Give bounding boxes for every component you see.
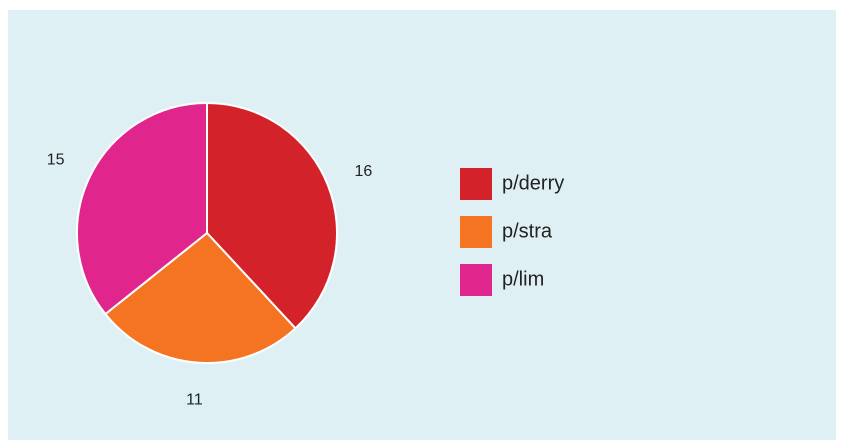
legend-label: p/derry [502,172,564,194]
legend-swatch [460,264,492,296]
legend-label: p/stra [502,220,553,242]
legend-swatch [460,168,492,200]
pie-slice [206,101,338,330]
legend-label: p/lim [502,268,544,290]
legend-swatch [460,216,492,248]
pie-slice [76,101,208,316]
data-label: 15 [47,151,65,168]
pie-slice [103,231,297,364]
data-label: 11 [186,392,203,409]
data-label: 16 [354,163,372,180]
